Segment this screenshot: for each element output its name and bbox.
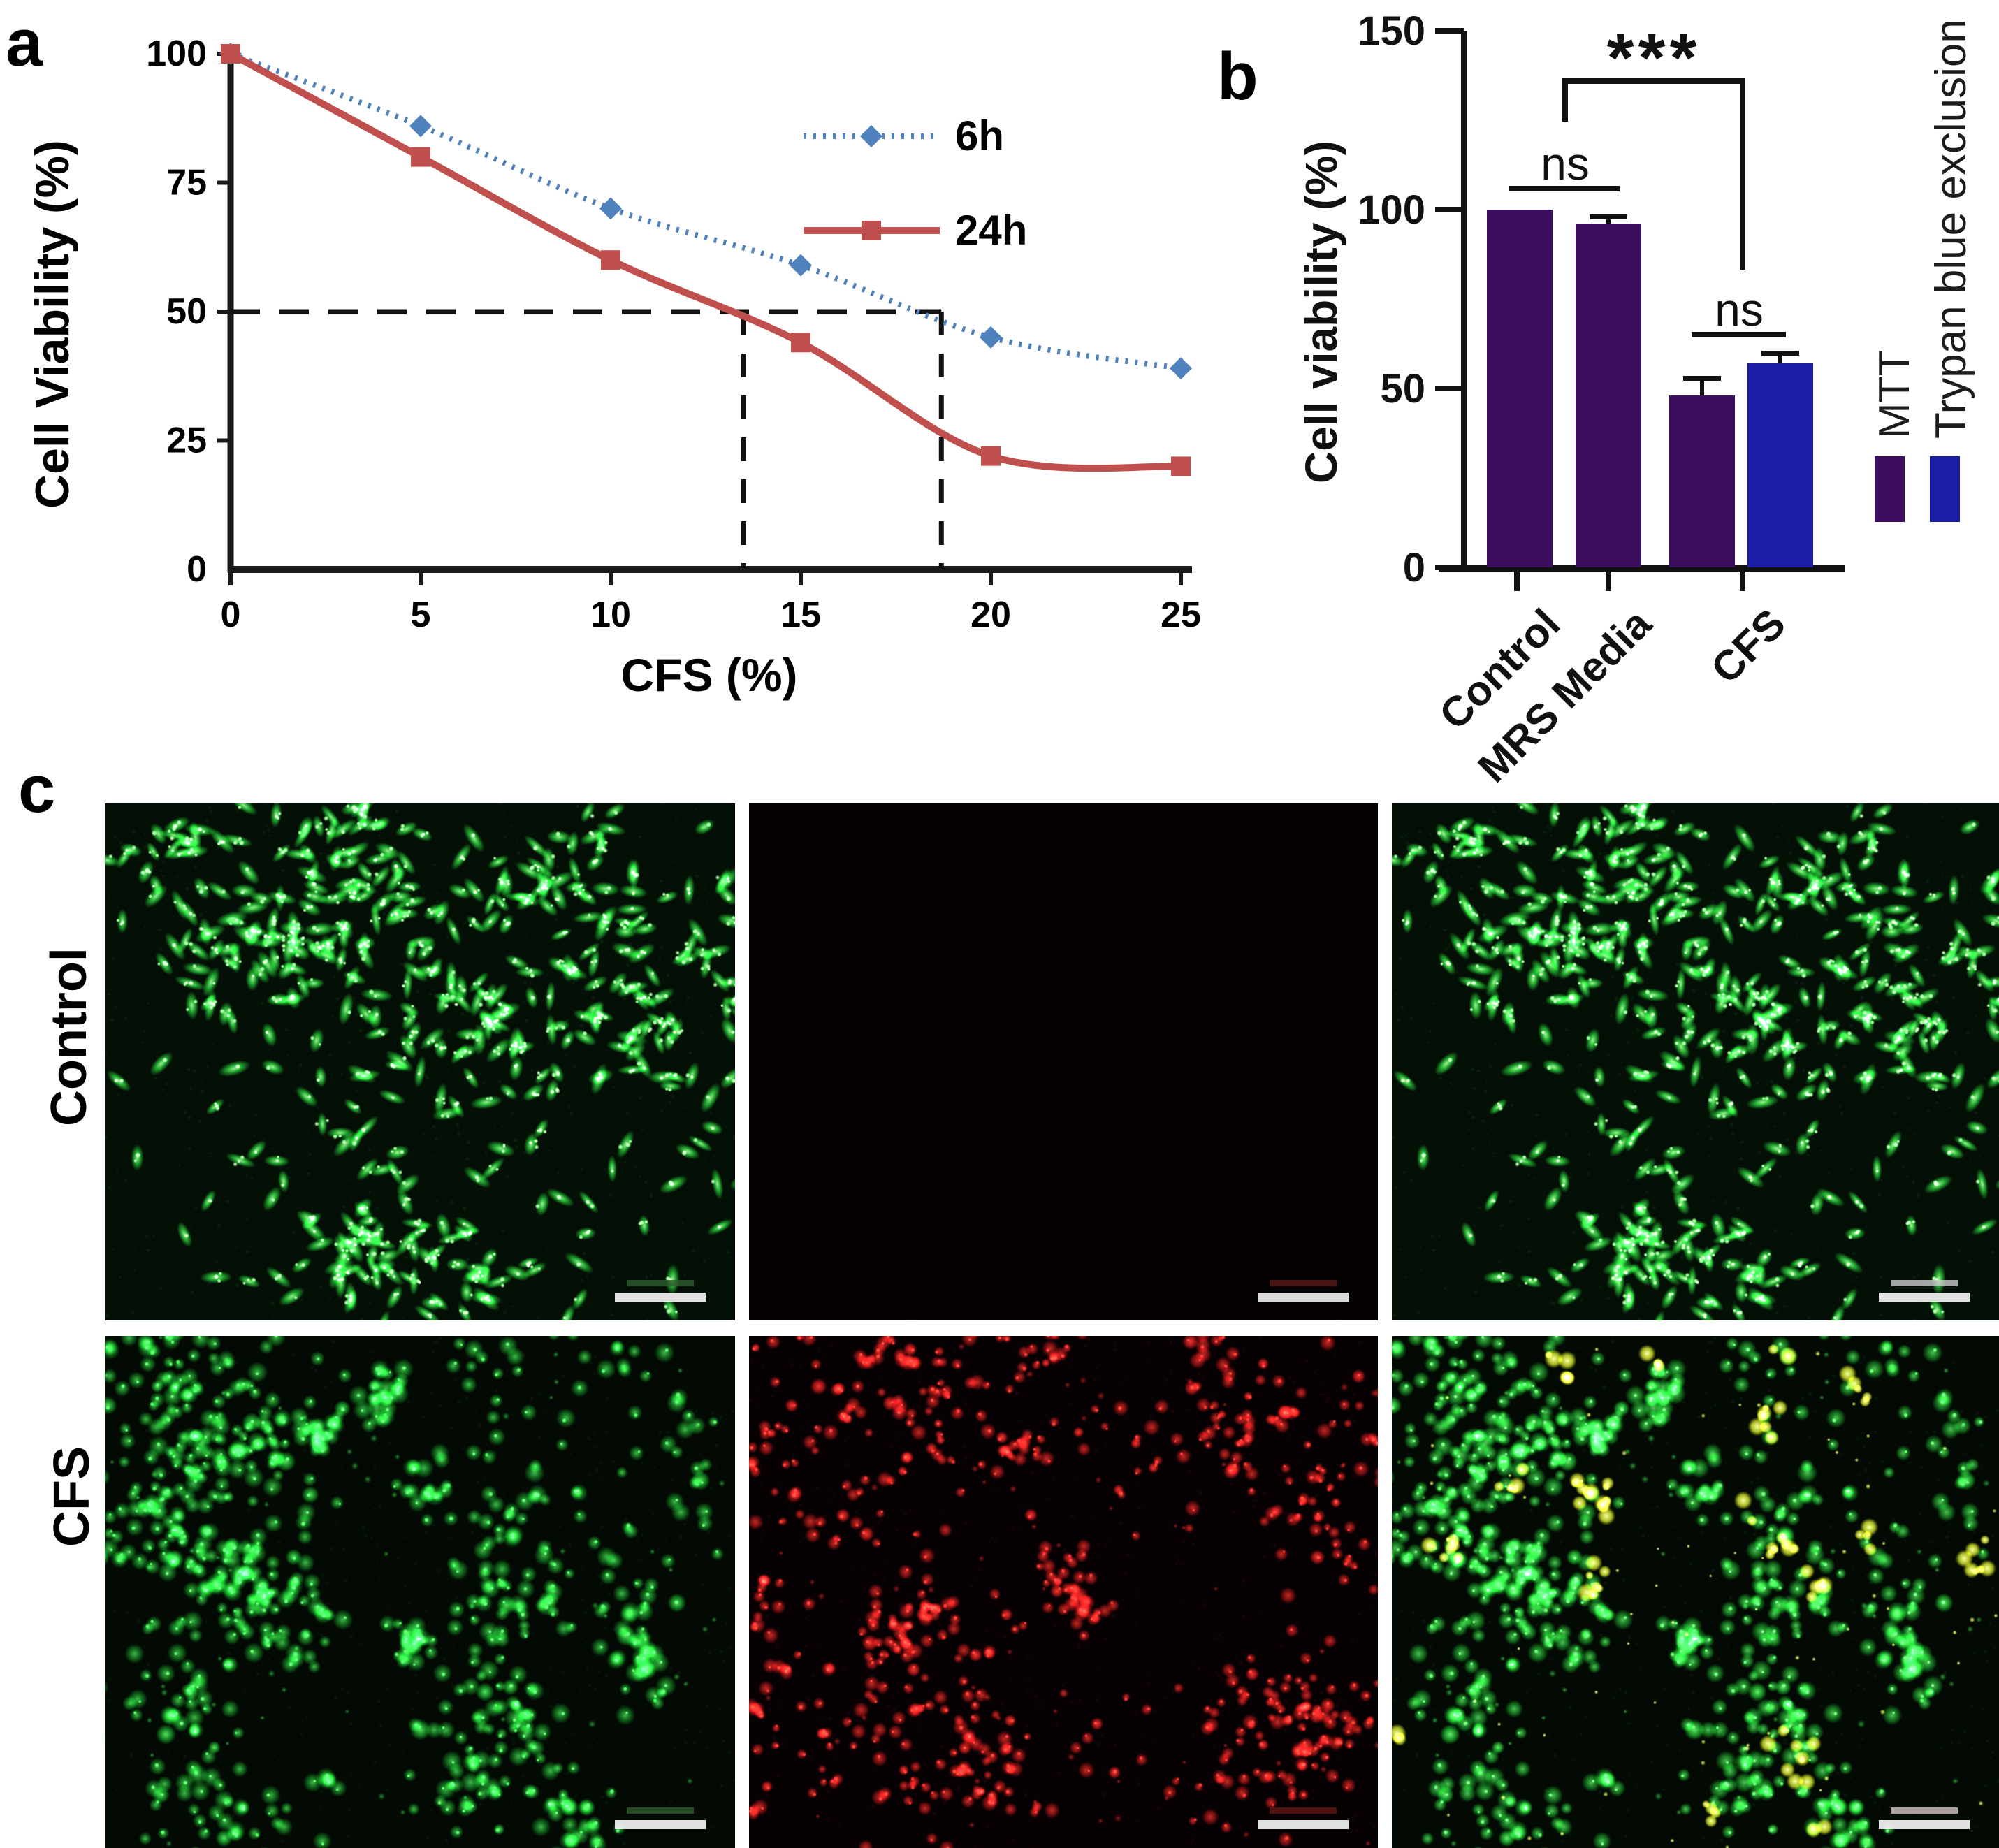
scale-bar-companion (1270, 1807, 1337, 1814)
legend-swatch-mtt (1875, 456, 1905, 522)
scale-bar (1879, 1293, 1970, 1302)
x-tick (1514, 567, 1520, 591)
svg-text:25: 25 (1161, 595, 1201, 635)
svg-text:10: 10 (590, 595, 631, 635)
dose-response-line-chart: 0 25 50 75 100 0 5 10 15 20 25 6h 24h (146, 34, 1201, 635)
y-tick-label: 50 (1380, 366, 1425, 412)
bar-mtt-cfs (1669, 395, 1735, 567)
x-tick (1740, 567, 1745, 591)
micrograph-cfs-red (749, 1336, 1378, 1848)
error-bar-whisker (1606, 217, 1611, 224)
bar-trypan-blue-exclusion-cfs (1747, 363, 1813, 567)
x-axis-line (1439, 565, 1845, 572)
scale-bar (1879, 1820, 1970, 1829)
panel-a-x-axis-title: CFS (%) (620, 649, 798, 701)
significance-stars: *** (1606, 19, 1701, 97)
micrograph-control-merge (1392, 803, 1999, 1320)
ns-bracket-2 (1692, 332, 1786, 337)
y-tick (1435, 386, 1464, 391)
scale-bar-companion (1270, 1280, 1337, 1286)
sig-bracket-left (1562, 78, 1568, 122)
y-tick-label: 0 (1402, 545, 1425, 590)
svg-text:24h: 24h (955, 207, 1027, 254)
micrograph-cfs-green (105, 1336, 735, 1848)
scale-bar (615, 1293, 706, 1302)
row-label-control: Control (41, 947, 97, 1126)
error-bar-cap (1761, 350, 1799, 356)
scale-bar-companion (627, 1807, 694, 1814)
y-tick (1435, 28, 1464, 34)
row-label-cfs: CFS (44, 1446, 100, 1547)
svg-text:75: 75 (166, 163, 207, 203)
y-tick (1435, 565, 1464, 570)
y-tick-label: 100 (1358, 187, 1425, 233)
error-bar-whisker (1700, 377, 1704, 396)
bar-mtt-control (1487, 210, 1553, 567)
error-bar-whisker (1778, 352, 1782, 364)
error-bar-cap (1683, 375, 1721, 381)
ns-text-2: ns (1715, 284, 1764, 335)
y-tick-label: 150 (1358, 8, 1425, 54)
ns-bracket-1 (1509, 186, 1620, 191)
x-tick (1606, 567, 1611, 591)
y-axis-line (1461, 31, 1467, 570)
bar-mtt-mrs-media (1576, 224, 1641, 567)
sig-bracket-right (1740, 78, 1745, 270)
svg-text:50: 50 (166, 291, 207, 332)
svg-text:15: 15 (780, 595, 821, 635)
scale-bar (1258, 1820, 1349, 1829)
sig-bracket-top (1562, 78, 1745, 84)
panel-a-label: a (6, 6, 43, 80)
legend-label-mtt: MTT (1870, 349, 1919, 439)
svg-text:5: 5 (411, 595, 431, 635)
panel-b-y-axis-title: Cell viability (%) (1296, 140, 1346, 483)
scale-bar (1258, 1293, 1349, 1302)
svg-text:25: 25 (166, 421, 207, 461)
svg-text:0: 0 (187, 549, 207, 590)
scale-bar-companion (627, 1280, 694, 1286)
scale-bar-companion (1891, 1280, 1958, 1286)
legend-swatch-trypan (1930, 456, 1960, 522)
panel-a-y-axis-title: Cell Viability (%) (26, 140, 79, 509)
ns-text-1: ns (1541, 138, 1590, 189)
panel-c-label: c (18, 752, 56, 827)
svg-text:0: 0 (221, 595, 241, 635)
error-bar-cap (1590, 214, 1627, 220)
scale-bar-companion (1891, 1807, 1958, 1814)
legend-label-trypan-blue-exclusion: Trypan blue exclusion (1927, 19, 1975, 439)
svg-text:100: 100 (146, 34, 207, 74)
panel-b-label: b (1217, 39, 1258, 114)
svg-text:20: 20 (971, 595, 1011, 635)
micrograph-control-green (105, 803, 735, 1320)
y-tick (1435, 207, 1464, 212)
scale-bar (615, 1820, 706, 1829)
svg-text:6h: 6h (955, 112, 1004, 159)
micrograph-control-red (749, 803, 1378, 1320)
micrograph-cfs-merge (1392, 1336, 1999, 1848)
